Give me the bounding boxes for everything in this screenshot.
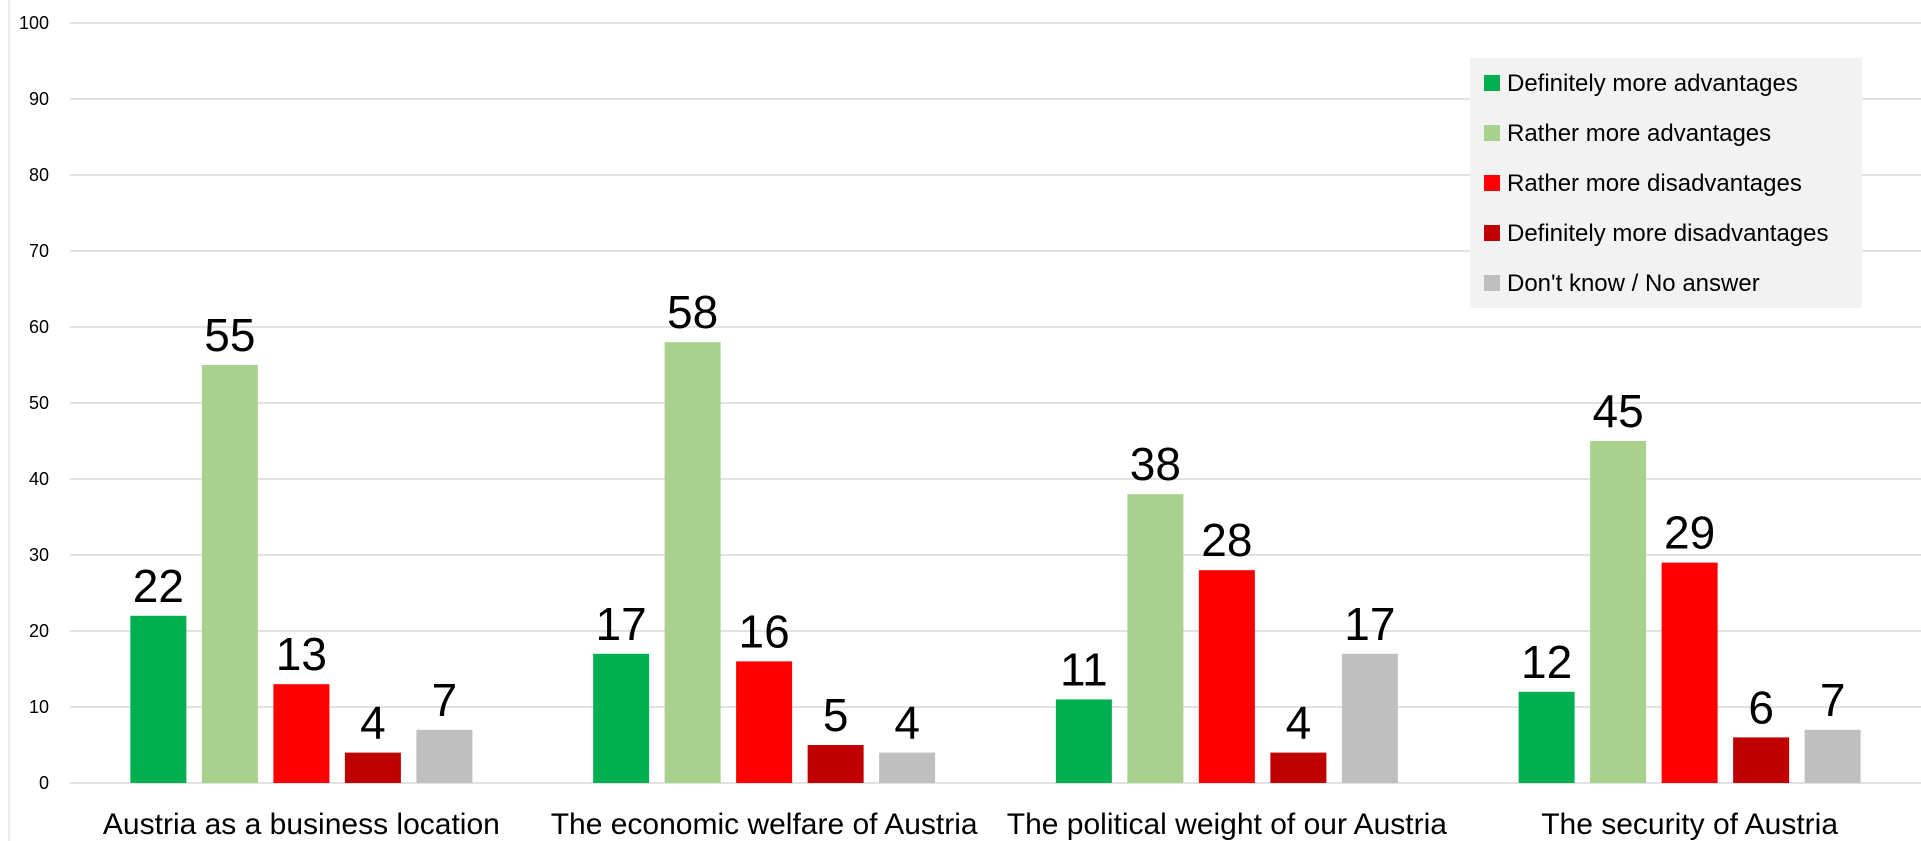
y-tick-label: 70 — [29, 241, 49, 261]
x-axis-categories: Austria as a business location The econom… — [103, 808, 1838, 841]
data-label: 22 — [133, 560, 184, 612]
bar — [1733, 737, 1790, 783]
legend-label: Definitely more disadvantages — [1507, 220, 1829, 247]
bar — [1127, 494, 1184, 783]
legend-swatch — [1484, 225, 1500, 241]
bar — [273, 684, 330, 783]
data-label: 16 — [739, 605, 790, 657]
bar — [1055, 699, 1112, 783]
y-tick-label: 90 — [29, 89, 49, 109]
bar — [416, 729, 473, 783]
bar — [1198, 570, 1255, 783]
y-tick-label: 80 — [29, 165, 49, 185]
y-tick-label: 100 — [19, 13, 49, 33]
legend-label: Rather more disadvantages — [1507, 170, 1802, 197]
bar — [344, 752, 401, 783]
bar — [1804, 729, 1861, 783]
y-tick-label: 60 — [29, 317, 49, 337]
y-tick-label: 40 — [29, 469, 49, 489]
bar — [879, 752, 936, 783]
data-label: 11 — [1060, 643, 1108, 695]
legend-swatch — [1484, 75, 1500, 91]
legend-swatch — [1484, 125, 1500, 141]
x-category-label: The security of Austria — [1541, 808, 1838, 841]
y-tick-label: 0 — [39, 773, 49, 793]
data-label: 17 — [596, 598, 647, 650]
legend-swatch — [1484, 175, 1500, 191]
legend-label: Don't know / No answer — [1507, 270, 1760, 297]
bar — [807, 745, 864, 783]
bar — [593, 653, 650, 783]
bar — [1341, 653, 1398, 783]
bar — [1270, 752, 1327, 783]
bars — [130, 342, 1861, 783]
data-label: 13 — [276, 628, 327, 680]
y-tick-label: 30 — [29, 545, 49, 565]
y-tick-label: 50 — [29, 393, 49, 413]
y-axis-ticks: 0 10 20 30 40 50 60 70 80 90 100 — [19, 13, 49, 793]
data-label: 29 — [1664, 507, 1715, 559]
data-label: 7 — [432, 674, 458, 726]
legend-label: Definitely more advantages — [1507, 70, 1798, 97]
data-label: 4 — [894, 697, 920, 749]
data-label: 58 — [667, 286, 718, 338]
bar — [201, 365, 258, 783]
x-category-label: Austria as a business location — [103, 808, 500, 841]
data-label: 12 — [1521, 636, 1572, 688]
x-category-label: The political weight of our Austria — [1007, 808, 1448, 841]
bar — [1518, 691, 1575, 783]
data-label: 4 — [360, 697, 386, 749]
data-label: 17 — [1344, 598, 1395, 650]
data-label: 4 — [1286, 697, 1312, 749]
data-label: 55 — [204, 309, 255, 361]
bar — [736, 661, 793, 783]
legend-background — [1470, 58, 1862, 308]
data-label: 6 — [1748, 681, 1774, 733]
data-label: 7 — [1820, 674, 1846, 726]
y-tick-label: 20 — [29, 621, 49, 641]
x-category-label: The economic welfare of Austria — [551, 808, 978, 841]
legend-label: Rather more advantages — [1507, 120, 1771, 147]
legend-swatch — [1484, 275, 1500, 291]
y-tick-label: 10 — [29, 697, 49, 717]
data-label: 38 — [1130, 438, 1181, 490]
data-label: 5 — [823, 689, 849, 741]
bar — [1661, 562, 1718, 783]
bar — [1590, 441, 1647, 783]
data-label: 45 — [1593, 385, 1644, 437]
bar — [664, 342, 721, 783]
legend: Definitely more advantages Rather more ad… — [1470, 58, 1862, 308]
bar — [130, 615, 187, 783]
data-label: 28 — [1201, 514, 1252, 566]
